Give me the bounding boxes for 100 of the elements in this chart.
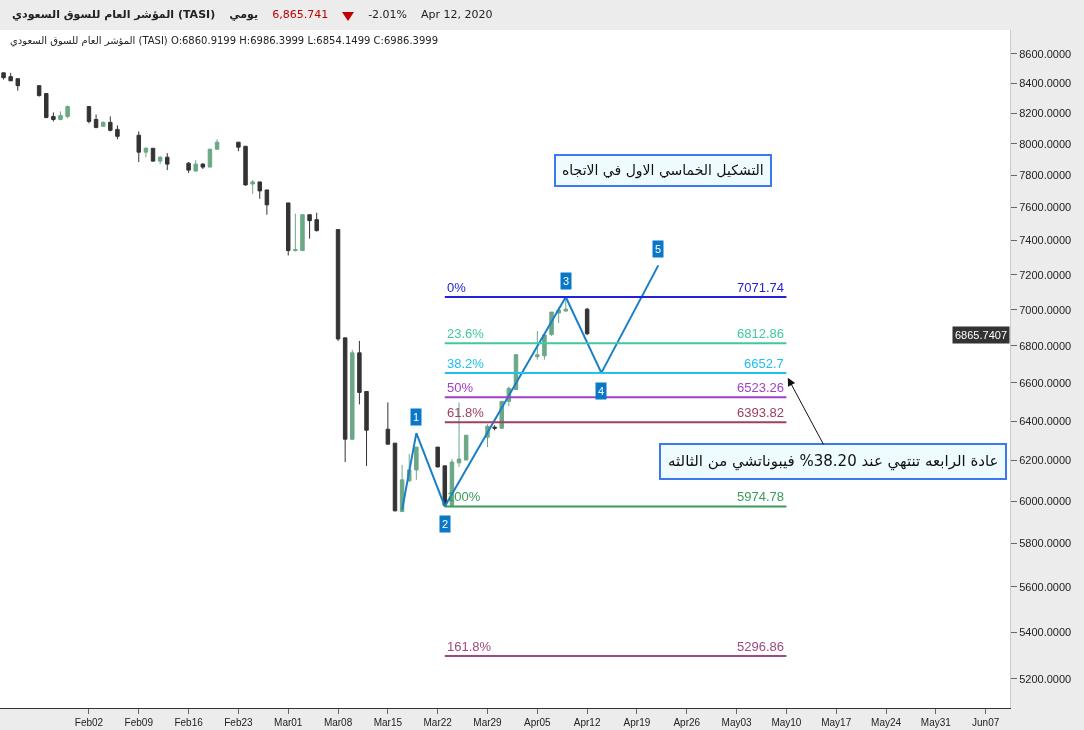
candlestick [243,145,248,187]
y-tick-label: 5800.0000 [1019,537,1072,550]
series-label: 0% [447,280,467,295]
candlestick [86,106,92,124]
annotation: 6393.82 [737,405,784,420]
annotation: التشكيل الخماسي الاول في الاتجاه [562,162,764,179]
x-tick-label: May10 [771,717,802,728]
x-tick-label: Mar29 [473,717,503,728]
candlestick [300,214,305,252]
y-tick-label: 5600.0000 [1019,580,1072,593]
x-tick-label: May31 [920,717,952,728]
y-tick-label: 7200.0000 [1019,268,1072,281]
y-tick-label: 8600.0000 [1019,47,1072,60]
y-tick-label: 7000.0000 [1019,303,1072,316]
x-tick-label: Mar22 [423,717,453,728]
x-tick-label: Apr12 [573,717,601,728]
candlestick [115,124,120,140]
y-tick-label: 8000.0000 [1019,137,1072,150]
x-tick-label: Feb09 [124,717,154,728]
text: المؤشر العام للسوق السعودي (TASI) [12,8,216,21]
y-tick-label: 7400.0000 [1019,234,1072,247]
annotation: 5974.78 [737,489,784,504]
candlestick [165,152,170,171]
annotation: 5 [655,243,662,255]
candlestick [350,349,355,441]
series-label: 161.8% [447,639,492,654]
y-tick-label: 7600.0000 [1019,201,1072,214]
candlestick [314,212,319,233]
candlestick [535,330,540,361]
candlestick [250,179,255,195]
candlestick [8,72,13,82]
candlestick [157,155,163,165]
annotation: 6812.86 [737,326,784,341]
x-tick-label: Feb23 [224,717,254,728]
candlestick [143,146,149,158]
candlestick [584,307,590,336]
x-tick-label: Jun07 [972,717,1000,728]
y-tick-label: 6000.0000 [1019,495,1072,508]
x-tick-label: May17 [821,717,852,728]
annotation: 2 [442,518,449,530]
series-label: 50% [447,380,474,395]
candlestick [435,446,440,468]
x-tick-label: Mar08 [323,717,353,728]
y-tick-label: 6600.0000 [1019,376,1072,389]
candlestick [335,229,341,342]
candlestick [200,163,206,170]
x-tick-label: May24 [871,717,902,728]
annotation: 1 [413,411,420,423]
candlestick [492,424,497,431]
candlestick [307,214,312,240]
x-tick-label: Apr05 [523,717,552,728]
candlestick [58,110,63,121]
y-tick-label: 6200.0000 [1019,454,1072,467]
y-tick-label: 6400.0000 [1019,414,1072,427]
x-tick-label: Feb16 [174,717,204,728]
candlestick [15,78,21,92]
x-tick-label: May03 [721,717,753,728]
candlestick [293,213,298,253]
candlestick [51,111,56,122]
candlestick [100,120,106,128]
y-tick-label: 8200.0000 [1019,106,1072,119]
candlestick [193,159,198,172]
series-label: 61.8% [447,405,485,420]
annotation: 6523.26 [737,380,784,395]
x-tick-label: Feb02 [74,717,104,728]
candlestick [44,93,49,119]
candlestick [563,296,569,312]
candlestick [65,105,70,119]
y-tick-label: 5400.0000 [1019,625,1072,638]
text: يومي [229,8,259,21]
candlestick [236,141,241,152]
annotation: عادة الرابعه تنتهي عند 38.20% فيبوناتشي من الثالثه [668,452,999,471]
candlestick [285,202,291,256]
x-tick-label: Mar15 [373,717,403,728]
x-tick-label: Mar01 [274,717,303,728]
y-tick-label: 8400.0000 [1019,76,1072,89]
candlestick [36,85,42,98]
candlestick [357,340,362,405]
line-series [401,264,660,511]
candlestick [364,390,369,467]
annotation: 6865.7407 [955,329,1007,341]
x-tick-label: Apr26 [673,717,701,728]
candlestick [385,402,391,446]
candlestick [264,189,270,216]
candlestick [414,446,419,481]
candlestick [392,442,398,513]
annotation: 3 [563,275,570,287]
text: Apr 12, 2020 [421,8,493,21]
annotation: 7071.74 [737,280,784,295]
annotation: 5296.86 [737,639,784,654]
candlestick [186,161,191,174]
series-label: 38.2% [447,356,485,371]
candlestick [214,138,220,151]
annotation: المؤشر العام للسوق السعودي (TASI) O:6860.9199 H:6986.3999 L:6854.1499 C:6986.3999 [10,35,439,46]
candlestick [108,115,113,132]
annotation: 4 [598,385,605,397]
candlestick [1,72,6,81]
y-tick-label: 7800.0000 [1019,169,1072,182]
y-tick-label: 6800.0000 [1019,339,1072,352]
text: 6,865.741 [272,8,329,21]
